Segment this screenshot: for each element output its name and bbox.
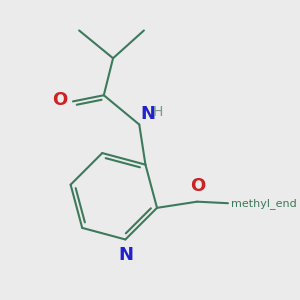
Text: N: N	[141, 105, 156, 123]
Text: O: O	[52, 91, 68, 109]
Text: O: O	[190, 177, 206, 195]
Text: N: N	[118, 246, 133, 264]
Text: H: H	[152, 105, 163, 119]
Text: methyl_end: methyl_end	[231, 198, 297, 209]
